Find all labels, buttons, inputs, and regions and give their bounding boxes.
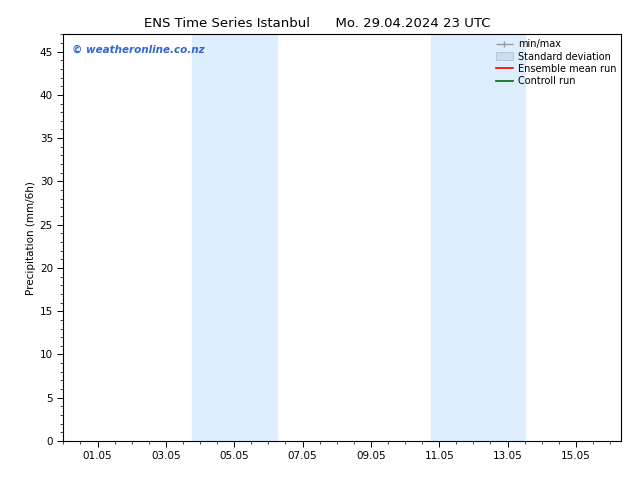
Text: © weatheronline.co.nz: © weatheronline.co.nz [72, 45, 204, 54]
Text: ENS Time Series Istanbul      Mo. 29.04.2024 23 UTC: ENS Time Series Istanbul Mo. 29.04.2024 … [144, 17, 490, 30]
Legend: min/max, Standard deviation, Ensemble mean run, Controll run: min/max, Standard deviation, Ensemble me… [493, 36, 619, 89]
Bar [191, 34, 277, 441]
Y-axis label: Precipitation (mm/6h): Precipitation (mm/6h) [25, 181, 36, 294]
Bar [430, 34, 524, 441]
